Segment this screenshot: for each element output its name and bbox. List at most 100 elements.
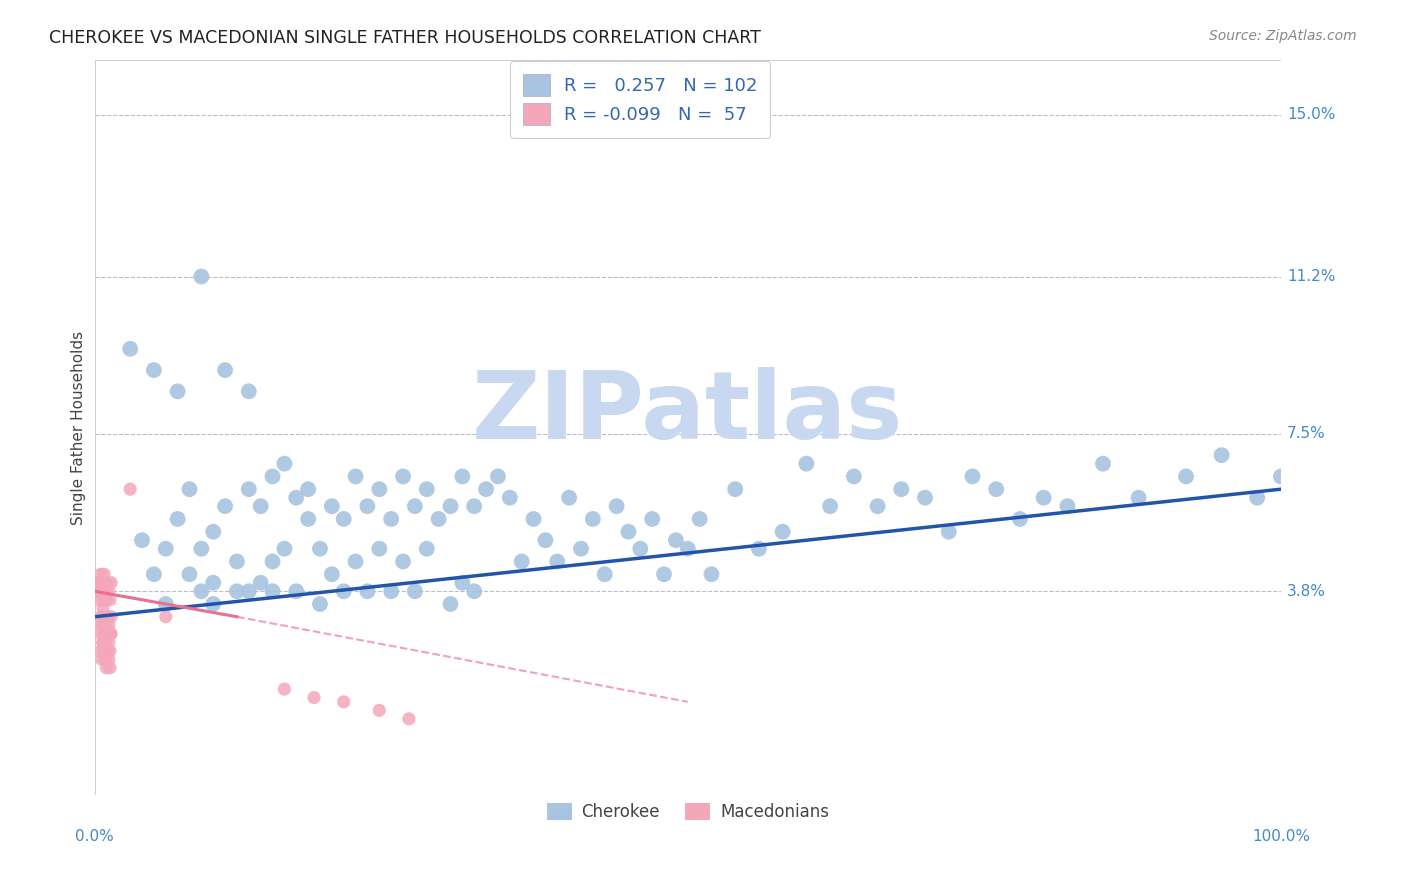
Point <box>94 584 117 599</box>
Point <box>380 512 402 526</box>
Point <box>890 482 912 496</box>
Point <box>89 627 111 641</box>
Point <box>818 499 841 513</box>
Point <box>89 644 111 658</box>
Point <box>96 627 118 641</box>
Point <box>344 469 367 483</box>
Point <box>142 567 165 582</box>
Point <box>98 661 121 675</box>
Point <box>262 469 284 483</box>
Point <box>617 524 640 539</box>
Point <box>97 575 120 590</box>
Point <box>214 499 236 513</box>
Point <box>202 597 225 611</box>
Text: CHEROKEE VS MACEDONIAN SINGLE FATHER HOUSEHOLDS CORRELATION CHART: CHEROKEE VS MACEDONIAN SINGLE FATHER HOU… <box>49 29 761 46</box>
Point <box>1211 448 1233 462</box>
Point <box>404 499 426 513</box>
Point <box>285 584 308 599</box>
Point <box>427 512 450 526</box>
Point <box>332 695 354 709</box>
Point <box>534 533 557 548</box>
Point <box>689 512 711 526</box>
Point <box>986 482 1008 496</box>
Point <box>302 690 325 705</box>
Point <box>100 627 122 641</box>
Point <box>606 499 628 513</box>
Point <box>97 644 120 658</box>
Point <box>262 584 284 599</box>
Point <box>938 524 960 539</box>
Point <box>90 618 112 632</box>
Point <box>439 499 461 513</box>
Point <box>91 635 114 649</box>
Point <box>652 567 675 582</box>
Point <box>89 567 111 582</box>
Point <box>238 482 260 496</box>
Point <box>90 575 112 590</box>
Text: Source: ZipAtlas.com: Source: ZipAtlas.com <box>1209 29 1357 43</box>
Point <box>89 609 111 624</box>
Point <box>641 512 664 526</box>
Point <box>100 609 122 624</box>
Point <box>94 652 117 666</box>
Point <box>91 584 114 599</box>
Point <box>866 499 889 513</box>
Point <box>97 609 120 624</box>
Point <box>309 541 332 556</box>
Point <box>262 554 284 568</box>
Point <box>120 482 142 496</box>
Point <box>416 541 439 556</box>
Point <box>87 575 110 590</box>
Point <box>166 512 188 526</box>
Point <box>392 554 415 568</box>
Point <box>179 482 201 496</box>
Point <box>100 575 122 590</box>
Point <box>368 703 391 717</box>
Point <box>569 541 592 556</box>
Point <box>416 482 439 496</box>
Point <box>98 592 121 607</box>
Point <box>93 567 115 582</box>
Point <box>131 533 153 548</box>
Point <box>1091 457 1114 471</box>
Point <box>700 567 723 582</box>
Point <box>558 491 581 505</box>
Point <box>356 584 378 599</box>
Point <box>238 384 260 399</box>
Text: 11.2%: 11.2% <box>1286 269 1336 284</box>
Point <box>179 567 201 582</box>
Text: 7.5%: 7.5% <box>1286 426 1326 442</box>
Point <box>97 652 120 666</box>
Point <box>93 609 115 624</box>
Point <box>273 541 295 556</box>
Point <box>226 554 249 568</box>
Point <box>90 584 112 599</box>
Point <box>202 575 225 590</box>
Point <box>89 592 111 607</box>
Point <box>238 584 260 599</box>
Point <box>86 584 108 599</box>
Text: 100.0%: 100.0% <box>1251 829 1310 844</box>
Legend: Cherokee, Macedonians: Cherokee, Macedonians <box>540 796 835 828</box>
Point <box>404 584 426 599</box>
Text: 3.8%: 3.8% <box>1286 583 1326 599</box>
Point <box>380 584 402 599</box>
Point <box>91 635 114 649</box>
Point <box>249 575 271 590</box>
Point <box>1008 512 1031 526</box>
Point <box>190 584 212 599</box>
Point <box>190 269 212 284</box>
Point <box>1270 469 1292 483</box>
Point <box>214 363 236 377</box>
Point <box>398 712 420 726</box>
Point <box>368 541 391 556</box>
Point <box>94 635 117 649</box>
Point <box>97 584 120 599</box>
Point <box>94 584 117 599</box>
Point <box>89 584 111 599</box>
Point <box>332 584 354 599</box>
Point <box>155 597 177 611</box>
Point <box>273 682 295 697</box>
Point <box>665 533 688 548</box>
Point <box>796 457 818 471</box>
